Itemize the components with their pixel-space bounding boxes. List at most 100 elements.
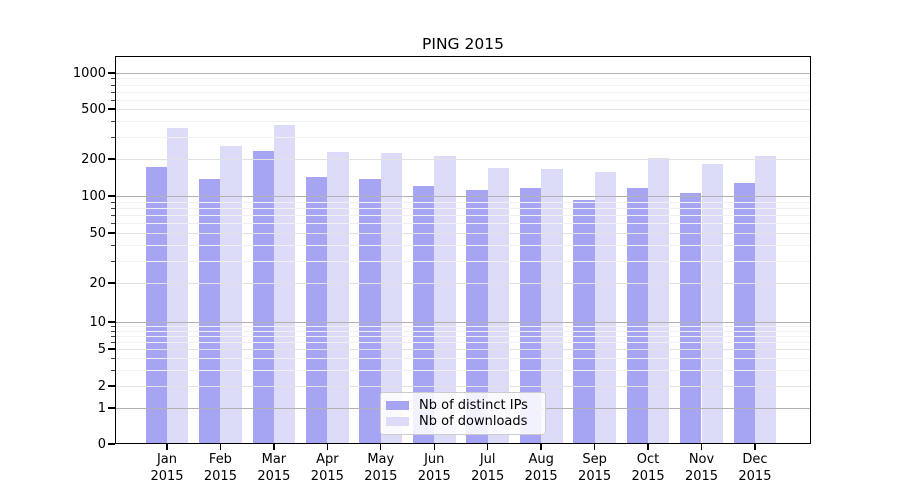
xtick-sep [593, 444, 596, 450]
ytick-minor-800 [111, 84, 115, 86]
gridline-4 [115, 358, 811, 359]
bar-distinct-ips-jul [466, 189, 488, 444]
xtick-label-dec: Dec 2015 [738, 452, 772, 484]
ytick-1000 [108, 72, 115, 74]
xtick-dec [754, 444, 756, 450]
ytick-minor-80 [111, 207, 115, 209]
plot-area: Nb of distinct IPs Nb of downloads [108, 56, 811, 450]
gridline-40 [115, 245, 811, 247]
ytick-200 [108, 158, 115, 160]
ytick-label-5: 5 [97, 341, 106, 357]
gridline-70 [115, 215, 811, 217]
xtick-label-nov: Nov 2015 [684, 452, 719, 484]
gridline-100 [115, 196, 811, 197]
gridline-6 [115, 341, 811, 343]
ytick-label-1: 1 [97, 400, 106, 416]
xtick-nov [700, 444, 703, 450]
gridline-3 [115, 369, 811, 371]
legend-swatch-distinct-ips [386, 400, 409, 411]
xtick-label-apr: Apr 2015 [310, 452, 344, 484]
bar-distinct-ips-feb [199, 178, 221, 444]
xtick-aug [540, 444, 542, 450]
ytick-20 [108, 282, 115, 284]
xtick-label-may: May 2015 [364, 452, 398, 484]
bar-distinct-ips-mar [252, 150, 274, 444]
ytick-500 [108, 108, 115, 110]
xtick-label-oct: Oct 2015 [631, 452, 665, 484]
ytick-minor-700 [111, 91, 115, 93]
gridline-7 [115, 335, 811, 337]
ytick-minor-400 [111, 121, 115, 123]
chart-title: PING 2015 [422, 35, 504, 53]
gridline-200 [115, 159, 811, 160]
x-axis-labels: Jan 2015 Feb 2015 Mar 2015 Apr 2015 May 2015 Jun 20… [115, 451, 811, 491]
gridline-90 [115, 201, 811, 203]
ytick-label-2: 2 [97, 378, 106, 394]
xtick-label-mar: Mar 2015 [257, 452, 291, 484]
gridline-800 [115, 84, 811, 86]
xtick-oct [647, 444, 649, 450]
legend-label-downloads: Nb of downloads [419, 414, 528, 429]
gridline-30 [115, 260, 811, 262]
y-axis-labels: 0 1 2 5 10 20 50 100 200 500 1000 [0, 56, 106, 452]
gridline-9 [115, 326, 811, 328]
gridline-5 [115, 349, 811, 350]
xtick-label-feb: Feb 2015 [203, 452, 237, 484]
ytick-minor-6 [111, 341, 115, 343]
ytick-minor-8 [111, 330, 115, 332]
bar-downloads-oct [648, 157, 670, 444]
ytick-label-200: 200 [81, 151, 106, 167]
ytick-minor-30 [111, 260, 115, 262]
ytick-1 [108, 407, 115, 409]
legend-item-distinct-ips: Nb of distinct IPs [386, 398, 539, 413]
ytick-2 [108, 385, 115, 387]
ytick-label-100: 100 [81, 188, 106, 204]
bar-distinct-ips-aug [519, 188, 542, 444]
xtick-label-aug: Aug 2015 [524, 452, 558, 484]
bar-downloads-nov [701, 163, 723, 444]
legend-label-distinct-ips: Nb of distinct IPs [419, 398, 528, 413]
ytick-minor-3 [111, 369, 115, 371]
gridline-700 [115, 91, 811, 93]
ytick-label-10: 10 [89, 314, 106, 330]
xtick-jul [487, 444, 489, 450]
gridline-300 [115, 136, 811, 138]
legend-item-downloads: Nb of downloads [386, 414, 539, 429]
xtick-feb [219, 444, 222, 450]
gridline-400 [115, 121, 811, 123]
gridline-1000 [115, 73, 811, 74]
ytick-label-50: 50 [89, 225, 106, 241]
ytick-minor-900 [111, 78, 115, 80]
ytick-minor-600 [111, 99, 115, 101]
bar-distinct-ips-nov [680, 192, 702, 444]
ytick-minor-9 [111, 326, 115, 328]
ytick-100 [108, 195, 115, 197]
ytick-10 [108, 321, 115, 323]
bar-distinct-ips-apr [305, 176, 328, 444]
bar-downloads-aug [541, 168, 563, 444]
xtick-label-jul: Jul 2015 [471, 452, 505, 484]
ytick-minor-90 [111, 201, 115, 203]
xtick-jun [433, 444, 435, 450]
ytick-minor-40 [111, 245, 115, 247]
gridline-60 [115, 223, 811, 225]
xtick-label-jan: Jan 2015 [150, 452, 184, 484]
legend: Nb of distinct IPs Nb of downloads [380, 392, 546, 435]
gridline-900 [115, 78, 811, 80]
bar-distinct-ips-oct [626, 188, 649, 444]
gridline-80 [115, 207, 811, 209]
gridline-2 [115, 386, 811, 387]
ytick-50 [108, 232, 115, 234]
bar-downloads-jul [487, 167, 510, 444]
xtick-apr [326, 444, 329, 450]
gridline-8 [115, 330, 811, 332]
bar-downloads-apr [327, 152, 349, 444]
bar-distinct-ips-dec [733, 183, 755, 444]
ytick-minor-60 [111, 223, 115, 225]
gridline-50 [115, 233, 811, 234]
ytick-label-1000: 1000 [72, 65, 106, 81]
gridline-10 [115, 322, 811, 323]
gridline-600 [115, 99, 811, 101]
ytick-label-0: 0 [97, 436, 106, 452]
